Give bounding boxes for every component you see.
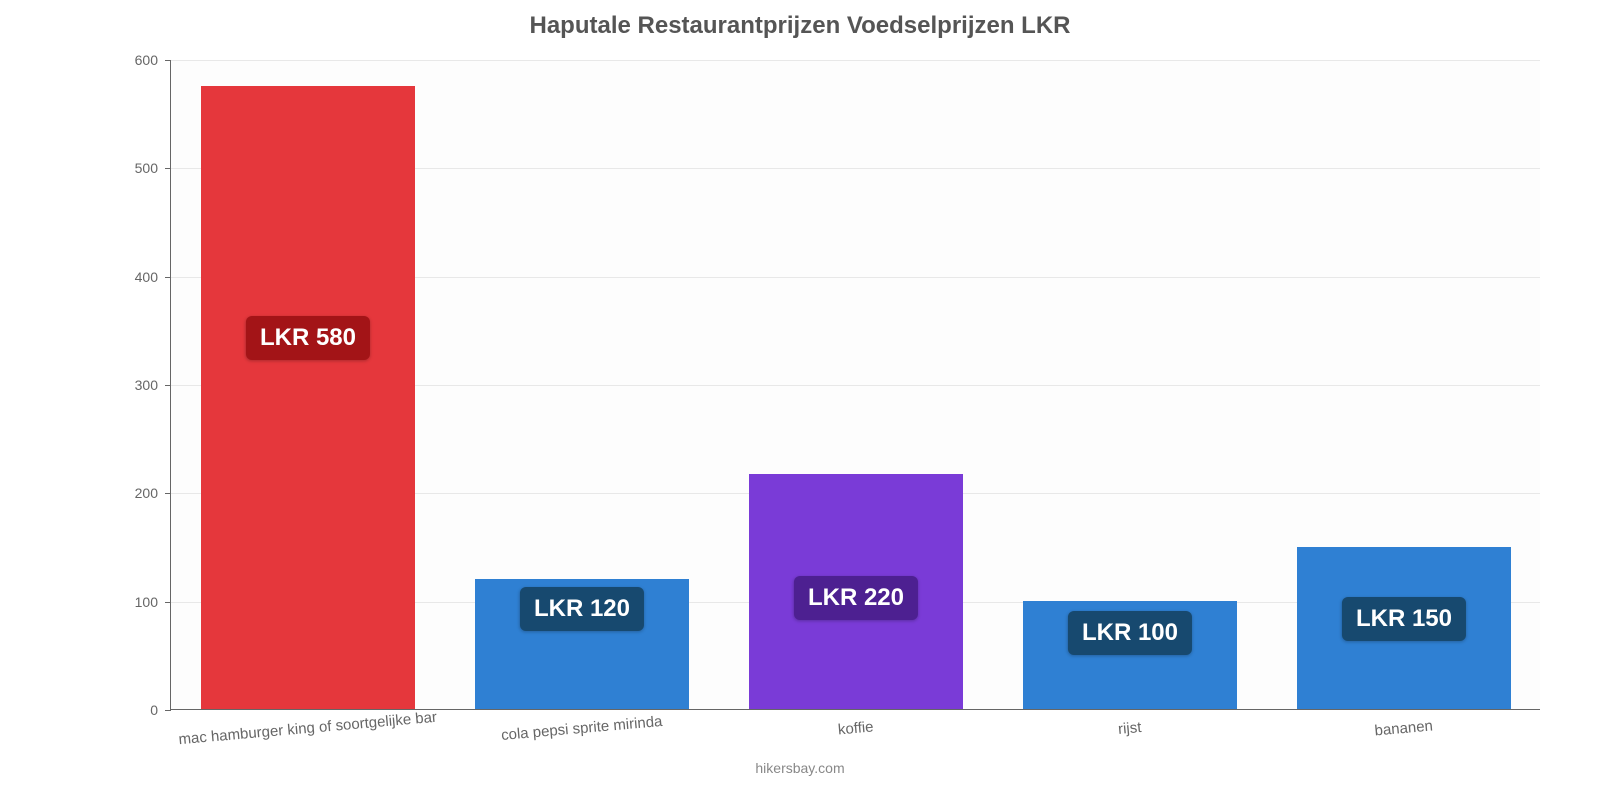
bar-value-badge: LKR 150 (1342, 597, 1466, 641)
ytick-label: 500 (98, 160, 158, 176)
ytick-mark (165, 493, 171, 494)
bar-value-badge: LKR 580 (246, 316, 370, 360)
bars-layer: LKR 580 LKR 120 LKR 220 LKR 100 LKR 150 (171, 60, 1540, 709)
bar-slot: LKR 120 (445, 60, 719, 709)
bar: LKR 220 (749, 474, 963, 709)
bar: LKR 150 (1297, 547, 1511, 710)
ytick-label: 100 (98, 594, 158, 610)
ytick-mark (165, 710, 171, 711)
xtick-label: bananen (1374, 717, 1434, 739)
xtick-label: rijst (1117, 719, 1142, 738)
ytick-label: 600 (98, 52, 158, 68)
ytick-mark (165, 168, 171, 169)
ytick-mark (165, 60, 171, 61)
bar: LKR 120 (475, 579, 689, 709)
ytick-label: 200 (98, 485, 158, 501)
chart-title: Haputale Restaurantprijzen Voedselprijze… (0, 12, 1600, 40)
ytick-label: 300 (98, 377, 158, 393)
xtick-label: cola pepsi sprite mirinda (500, 713, 663, 744)
ytick-label: 400 (98, 269, 158, 285)
bar-slot: LKR 220 (719, 60, 993, 709)
bar-slot: LKR 100 (993, 60, 1267, 709)
bar-value-badge: LKR 100 (1068, 611, 1192, 655)
plot-area: LKR 580 LKR 120 LKR 220 LKR 100 LKR 150 (170, 60, 1540, 710)
xtick-label: koffie (837, 718, 874, 738)
bar-slot: LKR 150 (1267, 60, 1541, 709)
bar: LKR 580 (201, 86, 415, 709)
ytick-mark (165, 602, 171, 603)
attribution-text: hikersbay.com (0, 760, 1600, 776)
ytick-label: 0 (98, 702, 158, 718)
price-bar-chart: Haputale Restaurantprijzen Voedselprijze… (0, 0, 1600, 800)
xtick-label: mac hamburger king of soortgelijke bar (178, 709, 438, 749)
bar: LKR 100 (1023, 601, 1237, 709)
bar-value-badge: LKR 120 (520, 587, 644, 631)
ytick-mark (165, 385, 171, 386)
bar-slot: LKR 580 (171, 60, 445, 709)
ytick-mark (165, 277, 171, 278)
bar-value-badge: LKR 220 (794, 576, 918, 620)
